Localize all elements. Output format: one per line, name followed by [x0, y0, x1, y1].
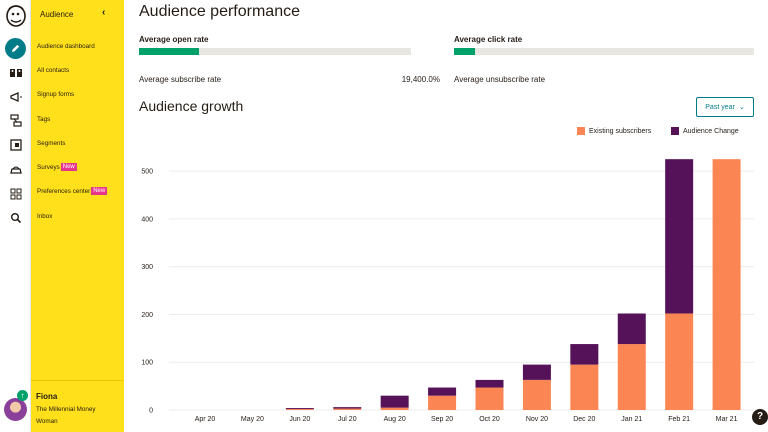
- create-pencil-icon[interactable]: [5, 38, 26, 59]
- integrations-grid-icon[interactable]: [6, 184, 25, 203]
- open-rate-bar-fill: [139, 48, 199, 55]
- y-tick-label: 200: [141, 312, 153, 319]
- click-rate-bar-fill: [454, 48, 475, 55]
- x-tick-label: Jul 20: [338, 416, 357, 423]
- help-icon[interactable]: ?: [752, 409, 768, 425]
- audience-growth-title: Audience growth: [139, 98, 244, 114]
- bar-change: [617, 313, 646, 345]
- collapse-chevron-icon[interactable]: ‹: [102, 7, 106, 18]
- sidebar-item-preferences-center[interactable]: Preferences center New: [37, 187, 108, 195]
- x-tick-label: Nov 20: [526, 416, 548, 423]
- x-tick-label: Dec 20: [573, 416, 595, 423]
- search-icon[interactable]: [6, 208, 25, 227]
- sidebar-item-all-contacts[interactable]: All contacts: [37, 67, 70, 74]
- upgrade-arrow-icon[interactable]: ↑: [17, 390, 28, 401]
- icon-rail: [0, 0, 31, 432]
- bar-existing: [522, 379, 551, 410]
- legend-existing: Existing subscribers: [577, 127, 651, 135]
- x-tick-label: Jan 21: [621, 416, 642, 423]
- x-tick-label: Apr 20: [195, 416, 216, 423]
- subscribe-rate-value: 19,400.0%: [401, 75, 440, 84]
- bar-existing: [712, 159, 741, 410]
- content-studio-icon[interactable]: [6, 160, 25, 179]
- x-tick-label: May 20: [241, 416, 264, 423]
- y-tick-label: 300: [141, 264, 153, 271]
- x-tick-label: Feb 21: [668, 416, 690, 423]
- new-badge: New: [91, 187, 108, 195]
- x-tick-label: Mar 21: [716, 416, 738, 423]
- y-tick-label: 0: [149, 408, 153, 415]
- bar-change: [475, 379, 504, 388]
- y-tick-label: 500: [141, 169, 153, 176]
- bar-existing: [665, 313, 694, 410]
- x-tick-label: Sep 20: [431, 416, 453, 423]
- bar-existing: [380, 407, 409, 410]
- bar-change: [665, 159, 694, 314]
- open-rate-label: Average open rate: [139, 35, 209, 44]
- date-range-select[interactable]: Past year ⌄: [696, 97, 754, 117]
- click-rate-bar: [454, 48, 754, 55]
- bar-existing: [428, 395, 457, 410]
- mailchimp-logo-icon[interactable]: [3, 2, 29, 28]
- chevron-down-icon: ⌄: [738, 104, 745, 111]
- bar-change: [285, 408, 314, 410]
- x-tick-label: Oct 20: [479, 416, 500, 423]
- sidebar-item-preferences-label: Preferences center: [37, 188, 91, 195]
- bar-change: [522, 364, 551, 380]
- bar-existing: [570, 364, 599, 410]
- y-tick-label: 400: [141, 216, 153, 223]
- sidebar-header: Audience: [40, 10, 74, 19]
- new-badge: New: [60, 163, 77, 171]
- website-icon[interactable]: [6, 135, 25, 154]
- bar-existing: [285, 409, 314, 410]
- sidebar-item-surveys-label: Surveys: [37, 164, 60, 171]
- audience-sidebar: Audience ‹ Audience dashboard All contac…: [31, 0, 124, 432]
- bar-existing: [617, 344, 646, 410]
- legend-existing-label: Existing subscribers: [589, 127, 652, 135]
- main-content: Audience performance Average open rate A…: [124, 0, 768, 432]
- legend-change: Audience Change: [671, 127, 739, 135]
- audience-icon[interactable]: [6, 63, 25, 82]
- campaigns-megaphone-icon[interactable]: [6, 87, 25, 106]
- bar-change: [428, 387, 457, 396]
- sidebar-item-inbox[interactable]: Inbox: [37, 213, 53, 220]
- x-tick-label: Aug 20: [384, 416, 406, 423]
- user-org: The Millennial Money Woman: [36, 406, 96, 425]
- click-rate-label: Average click rate: [454, 35, 523, 44]
- automations-icon[interactable]: [6, 111, 25, 130]
- sidebar-item-audience-dashboard[interactable]: Audience dashboard: [37, 43, 95, 50]
- bar-change: [333, 407, 362, 409]
- subscribe-rate-label: Average subscribe rate: [139, 75, 222, 84]
- sidebar-item-segments[interactable]: Segments: [37, 140, 66, 147]
- sidebar-item-signup-forms[interactable]: Signup forms: [37, 91, 75, 98]
- audience-growth-chart: 0 100 200 300 400 500 Apr 20 May 20 Jun 20 Jul 20…: [141, 159, 754, 423]
- avatar[interactable]: [4, 398, 27, 421]
- user-name: Fiona: [36, 392, 58, 401]
- bar-change: [380, 395, 409, 408]
- sidebar-item-tags[interactable]: Tags: [37, 116, 51, 123]
- bar-existing: [475, 387, 504, 410]
- date-range-value: Past year: [705, 103, 735, 111]
- y-tick-label: 100: [141, 360, 153, 367]
- bar-existing: [333, 408, 362, 410]
- bar-change: [570, 344, 599, 365]
- x-tick-label: Jun 20: [289, 416, 310, 423]
- unsubscribe-rate-label: Average unsubscribe rate: [454, 75, 546, 84]
- page-title: Audience performance: [139, 3, 300, 20]
- legend-change-swatch: [671, 127, 679, 135]
- legend-change-label: Audience Change: [683, 127, 739, 135]
- open-rate-bar: [139, 48, 411, 55]
- sidebar-item-surveys[interactable]: Surveys New: [37, 163, 77, 171]
- sidebar-divider: [31, 380, 124, 381]
- legend-existing-swatch: [577, 127, 585, 135]
